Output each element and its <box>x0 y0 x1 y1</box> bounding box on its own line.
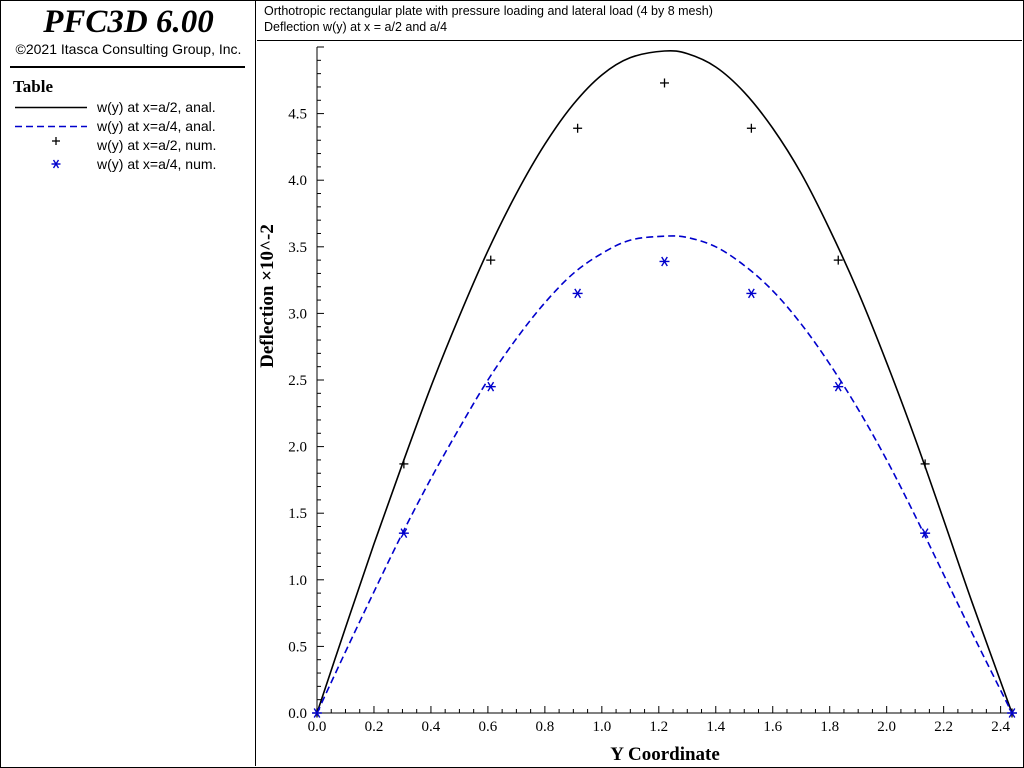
point-a4-num <box>1007 708 1017 718</box>
star-marker-d2 <box>400 528 408 539</box>
chart-area: 0.0 0.2 0.4 0.6 0.8 1.0 1.2 1.4 1.6 1.8 2.0 2.2 2.4 0… <box>257 46 1017 765</box>
y-tick-label: 0.5 <box>288 639 307 655</box>
star-marker-d2 <box>574 288 582 299</box>
solid-line-icon <box>15 106 87 109</box>
point-a2-num <box>920 459 930 469</box>
chart-subtitle: Deflection w(y) at x = a/2 and a/4 <box>264 20 448 34</box>
y-tick-label: 2.5 <box>288 373 307 389</box>
x-tick-label: 2.0 <box>877 719 896 735</box>
legend-heading: Table <box>13 77 54 96</box>
plot-header: Orthotropic rectangular plate with press… <box>257 1 1022 41</box>
point-a2-num <box>833 255 843 265</box>
point-a4-num <box>659 256 670 267</box>
star-marker-d2 <box>921 528 929 539</box>
legend-label: w(y) at x=a/4, num. <box>97 156 217 172</box>
star-marker-d2 <box>1008 708 1016 718</box>
axes: 0.0 0.2 0.4 0.6 0.8 1.0 1.2 1.4 1.6 1.8 2.0 2.2 2.4 0… <box>288 46 1012 735</box>
point-a4-num <box>485 381 496 392</box>
y-tick-label: 2.0 <box>288 440 307 456</box>
app-title: PFC3D 6.00 <box>43 4 214 40</box>
x-tick-label: 1.4 <box>706 719 725 735</box>
legend-entry-a4-anal: w(y) at x=a/4, anal. <box>13 117 253 136</box>
point-a4-num <box>398 528 409 539</box>
x-tick-label: 1.8 <box>820 719 839 735</box>
point-a4-num <box>312 708 322 718</box>
point-a2-num <box>746 123 756 133</box>
x-tick-label: 1.6 <box>763 719 782 735</box>
x-tick-label: 2.2 <box>934 719 953 735</box>
y-tick-label: 1.5 <box>288 506 307 522</box>
point-a4-num <box>746 288 757 299</box>
dashed-line-icon <box>15 125 87 128</box>
x-tick-label: 0.0 <box>308 719 327 735</box>
x-tick-label: 1.2 <box>649 719 668 735</box>
point-a4-num <box>833 381 844 392</box>
series-line-a4-anal <box>316 235 1013 714</box>
plus-marker-icon <box>52 137 60 145</box>
legend-entry-a2-num: w(y) at x=a/2, num. <box>13 136 253 155</box>
x-tick-label: 0.8 <box>535 719 554 735</box>
legend-entry-a2-anal: w(y) at x=a/2, anal. <box>13 98 253 117</box>
x-tick-label: 0.4 <box>422 719 441 735</box>
legend-label: w(y) at x=a/4, anal. <box>97 118 216 134</box>
point-a2-num <box>573 123 583 133</box>
panel-divider <box>10 66 245 68</box>
legend-panel: PFC3D 6.00 ©2021 Itasca Consulting Group… <box>1 1 256 766</box>
star-marker-d2 <box>834 381 842 392</box>
series-layer <box>312 49 1017 718</box>
point-a4-num <box>572 288 583 299</box>
series-line-a2-anal <box>316 49 1013 714</box>
y-tick-label: 3.5 <box>288 240 307 256</box>
y-tick-label: 4.5 <box>288 107 307 123</box>
y-tick-label: 0.0 <box>288 706 307 722</box>
point-a2-num <box>660 78 669 88</box>
axis-labels: Y Coordinate Deflection ×10^-2 <box>257 224 720 765</box>
star-marker-d2 <box>747 288 755 299</box>
y-tick-label: 3.0 <box>288 306 307 322</box>
star-marker-icon <box>51 159 61 169</box>
x-tick-label: 0.2 <box>365 719 384 735</box>
star-marker-d2 <box>487 381 495 392</box>
legend-label: w(y) at x=a/2, num. <box>97 137 217 153</box>
legend-label: w(y) at x=a/2, anal. <box>97 99 216 115</box>
star-marker-d2 <box>313 708 321 718</box>
legend-entry-a4-num: w(y) at x=a/4, num. <box>13 155 253 174</box>
copyright-text: ©2021 Itasca Consulting Group, Inc. <box>15 41 242 57</box>
point-a2-num <box>399 459 409 469</box>
x-tick-label: 1.0 <box>592 719 611 735</box>
chart-title: Orthotropic rectangular plate with press… <box>264 4 713 18</box>
y-tick-label: 1.0 <box>288 573 307 589</box>
point-a4-num <box>920 528 931 539</box>
y-axis-label: Deflection ×10^-2 <box>257 224 278 368</box>
point-a2-num <box>486 255 496 265</box>
x-tick-label: 2.4 <box>991 719 1010 735</box>
star-marker-d2 <box>661 256 668 267</box>
x-tick-label: 0.6 <box>479 719 498 735</box>
y-tick-label: 4.0 <box>288 173 307 189</box>
x-axis-label: Y Coordinate <box>610 744 720 765</box>
